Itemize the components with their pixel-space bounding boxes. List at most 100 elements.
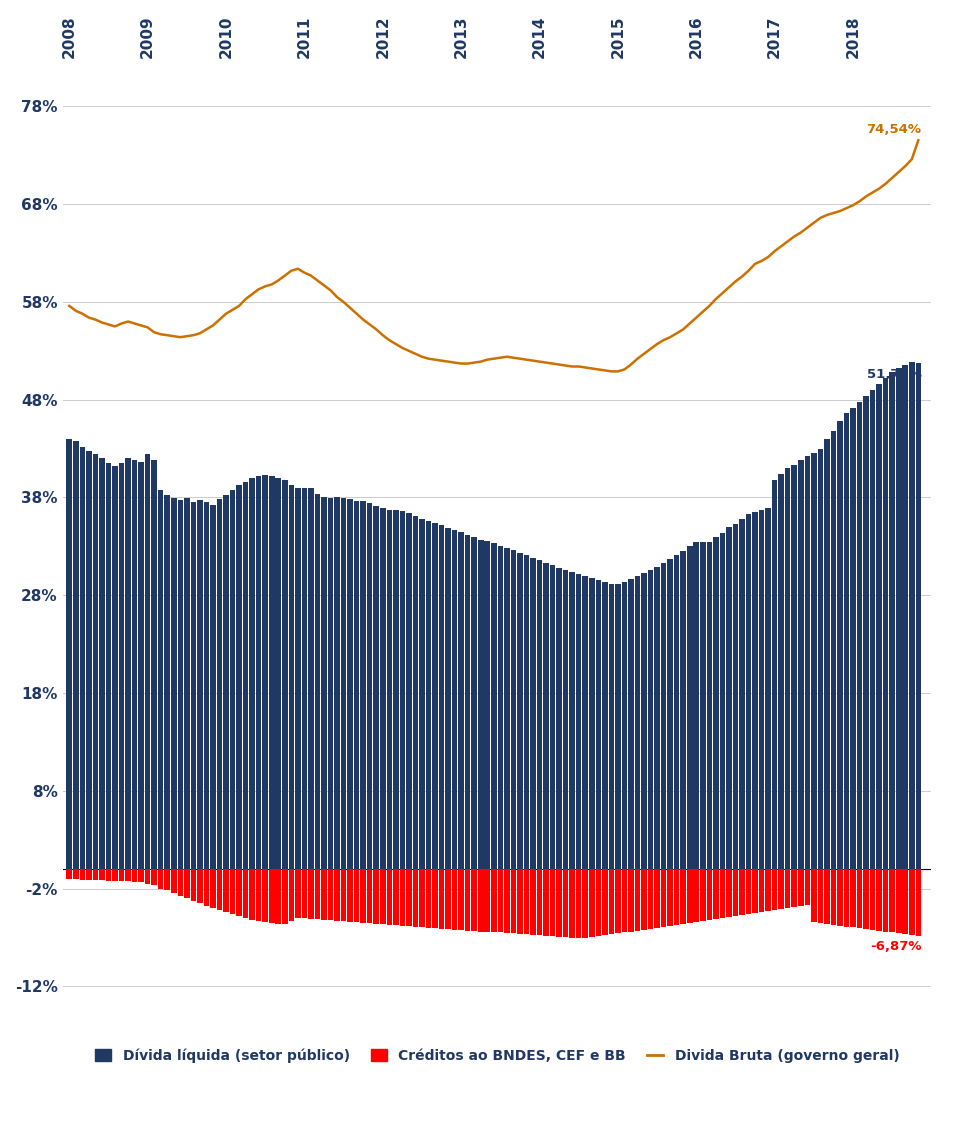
Bar <box>341 499 346 869</box>
Bar <box>641 869 647 929</box>
Bar <box>471 869 477 930</box>
Bar <box>119 463 124 869</box>
Bar <box>190 502 196 869</box>
Bar <box>909 869 915 936</box>
Bar <box>687 869 693 922</box>
Bar <box>243 482 248 869</box>
Bar <box>680 869 686 924</box>
Bar <box>314 869 320 919</box>
Bar <box>569 869 575 938</box>
Bar <box>178 500 183 869</box>
Bar <box>583 869 588 938</box>
Text: 51,78%: 51,78% <box>867 368 921 380</box>
Bar <box>622 581 628 869</box>
Bar <box>654 567 660 869</box>
Bar <box>648 570 653 869</box>
Divida Bruta (governo geral) <box>214 313 225 326</box>
Bar <box>100 458 104 869</box>
Bar <box>406 514 412 869</box>
Bar <box>459 869 464 929</box>
Bar <box>465 535 470 869</box>
Bar <box>504 549 509 869</box>
Bar <box>544 563 549 869</box>
Bar <box>105 869 111 881</box>
Bar <box>360 501 366 869</box>
Bar <box>733 869 738 916</box>
Bar <box>158 490 164 869</box>
Bar <box>779 474 784 869</box>
Bar <box>889 869 895 933</box>
Divida Bruta (governo geral) <box>730 274 742 288</box>
Bar <box>707 869 712 920</box>
Bar <box>896 869 902 934</box>
Bar <box>576 574 582 869</box>
Bar <box>719 533 725 869</box>
Bar <box>752 513 757 869</box>
Bar <box>629 869 633 931</box>
Bar <box>256 476 262 869</box>
Bar <box>530 869 536 936</box>
Bar <box>752 869 757 913</box>
Bar <box>360 869 366 922</box>
Bar <box>876 384 882 869</box>
Bar <box>576 869 582 938</box>
Bar <box>837 869 842 926</box>
Bar <box>413 516 418 869</box>
Bar <box>524 555 529 869</box>
Bar <box>439 869 444 928</box>
Bar <box>713 869 718 919</box>
Bar <box>86 450 92 869</box>
Bar <box>236 484 242 869</box>
Bar <box>419 519 425 869</box>
Bar <box>758 869 764 912</box>
Bar <box>726 869 732 917</box>
Bar <box>139 462 143 869</box>
Bar <box>204 502 209 869</box>
Bar <box>876 869 882 930</box>
Bar <box>870 390 875 869</box>
Bar <box>843 413 849 869</box>
Divida Bruta (governo geral) <box>605 365 617 378</box>
Bar <box>217 869 223 910</box>
Bar <box>243 869 248 918</box>
Bar <box>439 525 444 869</box>
Bar <box>249 478 255 869</box>
Bar <box>295 488 301 869</box>
Bar <box>622 869 628 933</box>
Bar <box>668 869 672 926</box>
Bar <box>831 869 836 925</box>
Bar <box>256 869 262 921</box>
Bar <box>530 558 536 869</box>
Text: -6,87%: -6,87% <box>870 940 921 953</box>
Bar <box>321 869 327 920</box>
Bar <box>883 378 888 869</box>
Bar <box>556 869 562 937</box>
Legend: Dívida líquida (setor público), Créditos ao BNDES, CEF e BB, Divida Bruta (gover: Dívida líquida (setor público), Créditos… <box>89 1043 905 1068</box>
Bar <box>609 869 614 935</box>
Bar <box>804 456 810 869</box>
Bar <box>484 869 490 931</box>
Bar <box>772 480 778 869</box>
Bar <box>308 869 313 919</box>
Bar <box>132 869 138 882</box>
Bar <box>93 869 99 879</box>
Bar <box>726 527 732 869</box>
Bar <box>374 506 379 869</box>
Bar <box>484 542 490 869</box>
Bar <box>93 455 99 869</box>
Bar <box>661 563 667 869</box>
Bar <box>197 869 203 903</box>
Bar <box>210 506 216 869</box>
Bar <box>517 553 523 869</box>
Bar <box>870 869 875 929</box>
Bar <box>452 530 458 869</box>
Bar <box>73 440 79 869</box>
Bar <box>765 508 771 869</box>
Bar <box>210 869 216 908</box>
Bar <box>889 373 895 869</box>
Bar <box>785 469 791 869</box>
Bar <box>374 869 379 924</box>
Bar <box>843 869 849 927</box>
Bar <box>896 368 902 869</box>
Bar <box>165 495 170 869</box>
